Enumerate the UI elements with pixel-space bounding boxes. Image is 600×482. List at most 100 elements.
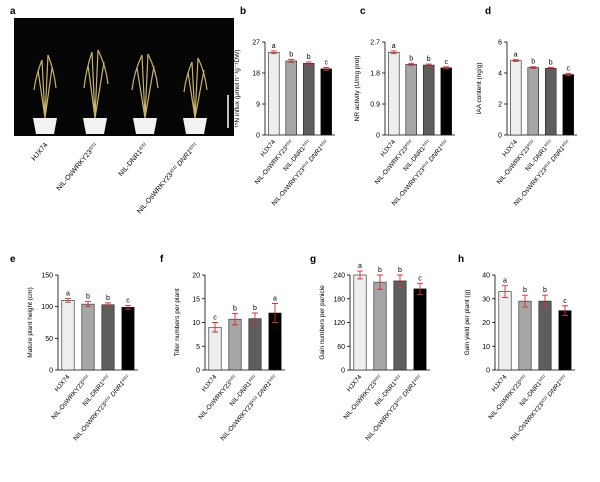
error-bar	[305, 61, 312, 66]
bar	[228, 318, 242, 371]
significance-letter: c	[563, 298, 567, 305]
bar	[101, 304, 115, 371]
bar	[248, 318, 262, 371]
x-tick-label-sup: 9311	[168, 164, 178, 174]
bar	[405, 64, 417, 136]
error-bar	[390, 50, 397, 55]
bar	[527, 67, 539, 136]
bar	[558, 310, 572, 371]
significance-letter: b	[523, 287, 527, 294]
error-bar	[565, 72, 572, 77]
y-tick-label: 20	[482, 320, 490, 327]
error-bar	[542, 294, 548, 308]
error-bar	[417, 282, 423, 295]
x-tick-label-sup: 9311	[102, 394, 111, 404]
error-bar	[125, 304, 131, 310]
significance-letter: b	[398, 267, 402, 274]
y-tick-label: 5	[196, 344, 200, 351]
significance-letter: b	[106, 295, 110, 302]
y-axis-label: Tiller numbers per plant	[174, 288, 181, 356]
x-tick-label-sup: 9311	[300, 138, 309, 148]
error-bar	[408, 62, 415, 66]
y-tick-label: 120	[333, 320, 345, 327]
error-bar	[272, 303, 278, 323]
x-tick-label-sup: 9311	[525, 138, 534, 148]
y-tick-label: 100	[41, 304, 53, 311]
x-tick-label-sup: 9311	[137, 141, 147, 151]
y-tick-label: 50	[45, 336, 53, 343]
bar	[303, 63, 315, 136]
bar	[373, 281, 387, 371]
error-bar	[547, 66, 554, 70]
significance-letter: b	[86, 294, 90, 301]
x-tick-label-sup: 9311	[318, 138, 327, 148]
y-tick-label: 0	[376, 133, 380, 140]
y-tick-label: 0	[498, 133, 502, 140]
y-axis-label: Mature plant height (cm)	[27, 287, 34, 357]
bar	[423, 64, 435, 136]
error-bar	[323, 67, 330, 71]
error-bar	[377, 274, 383, 290]
panel-letter: c	[360, 6, 366, 17]
panel-letter: g	[310, 254, 316, 265]
bar	[393, 280, 407, 371]
y-tick-label: 30	[482, 296, 490, 303]
error-bar	[562, 305, 568, 316]
x-tick-label-sup: 9311	[557, 373, 566, 383]
error-bar	[512, 59, 519, 62]
y-tick-label: 60	[337, 344, 345, 351]
y-axis-label: NR activity (U/mg prot)	[354, 56, 361, 122]
bar	[518, 300, 532, 371]
bar	[81, 303, 95, 371]
x-tick-label-sup: 9311	[247, 373, 256, 383]
x-tick-label-sup: 9311	[392, 373, 401, 383]
x-tick-label-sup: 9311	[300, 159, 309, 169]
bar	[268, 52, 280, 136]
x-tick-label-sup: 9311	[372, 373, 381, 383]
y-axis-label: Gain numbers per panicle	[319, 285, 326, 360]
y-tick-label: 10	[192, 320, 200, 327]
panel-letter: b	[240, 6, 246, 17]
error-bar	[85, 301, 91, 308]
significance-letter: c	[567, 65, 571, 72]
x-tick-label-sup: 9311	[267, 373, 276, 383]
x-tick-label-sup: 9311	[412, 373, 421, 383]
significance-letter: a	[358, 263, 362, 270]
x-tick-label-sup: 9311	[542, 138, 551, 148]
y-tick-label: 15	[192, 296, 200, 303]
significance-letter: b	[409, 55, 413, 62]
y-tick-label: 0	[256, 133, 260, 140]
bar	[208, 326, 222, 371]
significance-letter: b	[307, 54, 311, 61]
x-tick-label-sup: 9311	[517, 373, 526, 383]
y-tick-label: 0	[341, 368, 345, 375]
x-tick-label-sup: 9311	[403, 138, 412, 148]
significance-letter: c	[445, 59, 449, 66]
significance-letter: b	[253, 305, 257, 312]
significance-letter: a	[503, 278, 507, 285]
bar	[121, 306, 135, 371]
error-bar	[232, 313, 238, 326]
error-bar	[270, 50, 277, 55]
panel-letter: f	[160, 254, 164, 265]
plants	[33, 49, 208, 119]
x-tick-label-sup: 9311	[539, 394, 548, 404]
x-tick-label-sup: 9311	[560, 138, 569, 148]
bar	[61, 300, 75, 371]
bar	[413, 288, 427, 371]
bar	[538, 300, 552, 371]
error-bar	[357, 270, 363, 280]
y-tick-label: 6	[498, 40, 502, 47]
y-tick-label: 180	[333, 296, 345, 303]
bar	[510, 60, 522, 136]
error-bar	[502, 285, 508, 299]
significance-letter: a	[66, 290, 70, 297]
x-tick-label-sup: 9311	[227, 373, 236, 383]
x-tick-label-sup: 9311	[87, 141, 97, 151]
error-bar	[443, 66, 450, 70]
y-tick-label: 20	[192, 273, 200, 280]
error-bar	[397, 274, 403, 288]
significance-letter: b	[549, 59, 553, 66]
x-tick-label-sup: 9311	[283, 138, 292, 148]
x-tick-label-sup: 9311	[542, 159, 551, 169]
